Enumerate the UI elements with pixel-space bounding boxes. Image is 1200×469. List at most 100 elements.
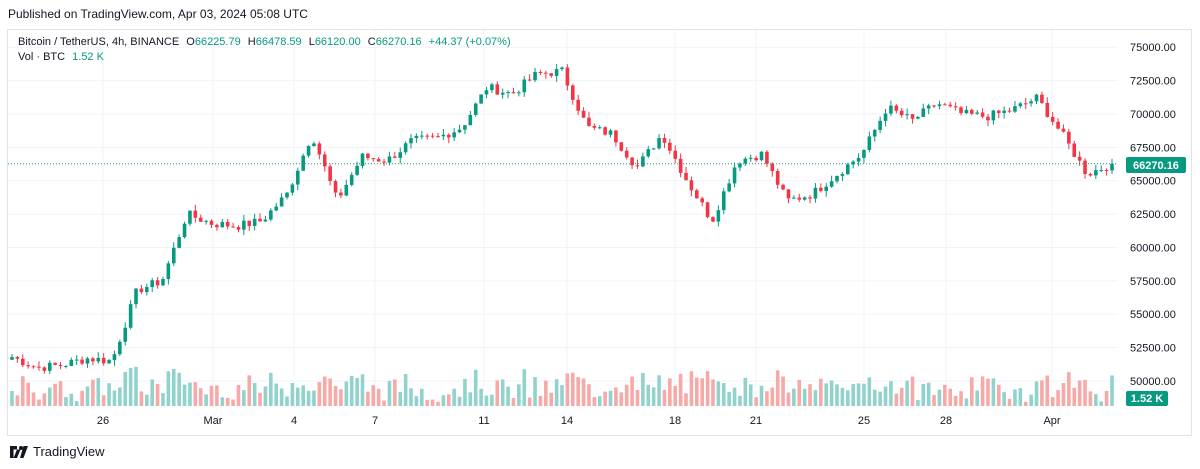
candle-body — [177, 237, 181, 248]
volume-label: Vol · BTC — [18, 51, 66, 63]
candle-body — [608, 130, 613, 135]
candle-body — [312, 143, 316, 147]
candle-body — [684, 172, 688, 181]
volume-bar — [819, 378, 823, 406]
candle-body — [47, 362, 52, 371]
volume-bar — [479, 388, 483, 406]
volume-bar — [107, 383, 111, 406]
candle-body — [592, 125, 597, 128]
volume-bar — [64, 397, 68, 406]
volume-bar — [204, 394, 208, 406]
candle-body — [387, 156, 392, 163]
volume-bar — [436, 401, 440, 406]
volume-bar — [393, 379, 397, 406]
candle-body — [215, 224, 219, 228]
volume-bar — [721, 383, 726, 406]
candle-body — [759, 151, 764, 161]
volume-bar — [835, 384, 839, 406]
volume-bar — [603, 391, 607, 406]
candle-body — [802, 197, 807, 200]
volume-bar — [236, 384, 241, 406]
candle-body — [619, 142, 624, 151]
volume-bar — [128, 367, 133, 406]
volume-bar — [910, 376, 915, 406]
candle-body — [231, 226, 235, 228]
volume-bar — [506, 386, 510, 406]
price-tick-label: 55000.00 — [1130, 309, 1176, 321]
candle-body — [716, 210, 721, 222]
candle-body — [1045, 102, 1050, 117]
candle-body — [1077, 156, 1082, 161]
time-tick-label: 11 — [478, 415, 489, 427]
volume-bar — [279, 388, 284, 406]
candle-body — [128, 304, 133, 328]
volume-bar — [716, 381, 721, 406]
candle-body — [274, 206, 279, 211]
volume-bar — [953, 395, 958, 406]
candle-body — [522, 79, 527, 93]
candle-body — [473, 103, 478, 115]
volume-bar — [1099, 401, 1104, 406]
candle-body — [727, 183, 731, 192]
volume-bar — [312, 390, 316, 406]
volume-bar — [1072, 387, 1077, 406]
low-value: 66120.00 — [314, 36, 361, 48]
candle-body — [96, 357, 101, 362]
volume-bar — [344, 381, 349, 406]
volume-bar — [808, 384, 812, 406]
volume-bar — [565, 373, 570, 406]
candle-body — [193, 210, 198, 218]
volume-bar — [473, 369, 478, 406]
candle-body — [37, 366, 41, 368]
volume-bar — [980, 376, 985, 406]
candle-body — [943, 104, 947, 106]
candle-body — [705, 202, 710, 218]
high-value: 66478.59 — [255, 36, 302, 48]
candle-body — [964, 109, 969, 114]
volume-bar — [85, 386, 90, 406]
volume-bar — [996, 384, 1001, 406]
candle-body — [123, 327, 128, 342]
candle-body — [689, 180, 694, 191]
volume-bar — [306, 390, 311, 406]
volume-bar — [824, 383, 829, 406]
candle-body — [479, 94, 483, 104]
tradingview-logo[interactable]: TradingView — [10, 444, 105, 459]
candle-body — [420, 135, 424, 137]
volume-bar — [544, 380, 548, 406]
candle-body — [635, 165, 640, 167]
volume-bar — [420, 388, 424, 406]
candle-body — [1023, 103, 1028, 105]
volume-bar — [576, 377, 580, 406]
time-tick-label: 25 — [858, 415, 870, 427]
volume-bar — [1023, 401, 1028, 406]
candle-body — [64, 365, 68, 367]
candle-body — [150, 280, 154, 288]
candle-body — [845, 164, 850, 175]
volume-bar — [797, 379, 802, 406]
volume-bar — [959, 391, 963, 406]
candle-body — [544, 72, 548, 74]
candle-body — [813, 187, 818, 199]
candle-body — [835, 175, 839, 182]
candle-body — [161, 278, 165, 286]
candle-body — [398, 152, 403, 158]
volume-bar — [684, 393, 688, 406]
volume-bar — [533, 377, 537, 406]
volume-bar — [15, 395, 20, 406]
candle-body — [840, 174, 845, 176]
volume-bar — [770, 387, 775, 406]
volume-bar — [614, 387, 618, 406]
volume-bar — [1034, 381, 1039, 406]
volume-bar — [1067, 372, 1071, 406]
volume-bar — [1040, 380, 1044, 406]
volume-bar — [700, 378, 704, 406]
time-tick-label: 28 — [940, 415, 952, 427]
high-key: H — [247, 36, 256, 48]
volume-row: Vol · BTC 1.52 K — [18, 50, 511, 65]
candle-body — [258, 218, 262, 222]
legend: Bitcoin / TetherUS, 4h, BINANCE O66225.7… — [18, 35, 511, 65]
price-tick-label: 60000.00 — [1130, 242, 1176, 254]
candle-body — [554, 69, 559, 76]
